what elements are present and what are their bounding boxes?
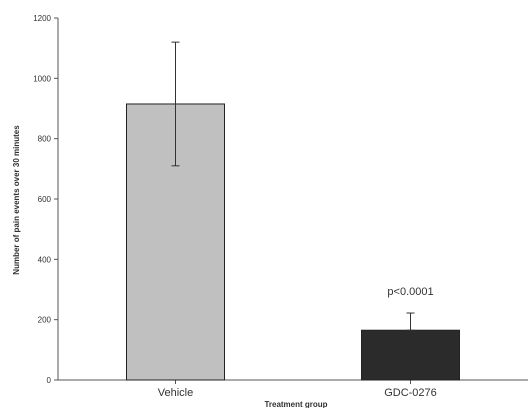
y-tick-label: 600 [38, 195, 52, 204]
category-labels: Vehicle GDC-0276 [158, 387, 437, 399]
y-axis: 0 200 400 600 800 1000 1200 [33, 14, 59, 385]
bars [126, 103, 460, 381]
y-tick-label: 400 [38, 255, 52, 264]
annotations: p<0.0001 [387, 286, 433, 298]
y-tick-label: 0 [47, 376, 52, 385]
bar-gdc-0276 [361, 329, 460, 381]
category-label-gdc-0276: GDC-0276 [384, 387, 437, 399]
y-tick-label: 1000 [33, 74, 51, 83]
category-label-vehicle: Vehicle [158, 387, 193, 399]
significance-annotation: p<0.0001 [387, 286, 433, 298]
x-axis [58, 379, 528, 384]
y-tick-label: 1200 [33, 14, 51, 23]
y-axis-title: Number of pain events over 30 minutes [12, 125, 21, 275]
x-axis-title: Treatment group [264, 400, 327, 408]
error-bars [171, 41, 415, 331]
y-tick-label: 200 [38, 316, 52, 325]
y-tick-label: 800 [38, 135, 52, 144]
